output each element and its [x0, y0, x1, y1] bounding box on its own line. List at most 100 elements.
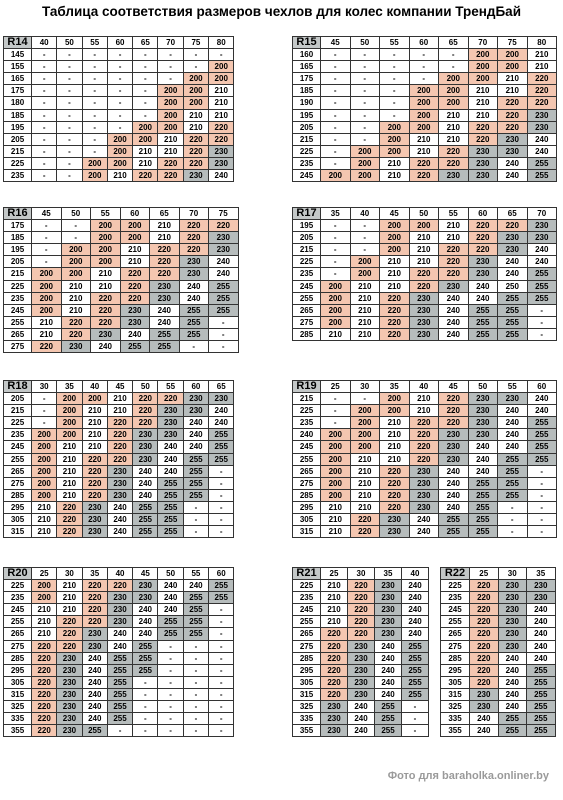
cover-size-cell: 210: [208, 108, 235, 122]
cover-size-cell: 200: [208, 72, 235, 86]
table-header-row: R17 35 40 45 50 55 60 65 70: [292, 206, 557, 221]
size-table-r16: R16 45 50 55 60 65 70 75 175- -200 200 210 220 220 185…: [3, 206, 239, 354]
table-row: 265 200 210 220 230 240 240 255-: [292, 464, 557, 478]
cover-size-cell: 230: [526, 120, 557, 134]
cover-size-cell: 230: [81, 525, 108, 539]
cover-size-cell: 240: [132, 464, 159, 478]
cover-size-cell: 240: [81, 700, 108, 714]
cover-size-cell: 230: [56, 700, 83, 714]
cover-size-cell: 230: [157, 416, 184, 430]
cover-size-cell: -: [379, 60, 410, 74]
cover-size-cell: 255: [467, 303, 498, 317]
cover-size-cell: 240: [374, 651, 402, 665]
cover-size-cell: 230: [408, 303, 439, 317]
cover-size-cell: 230: [320, 724, 348, 738]
cover-size-cell: 255: [106, 663, 134, 677]
cover-size-cell: 210: [31, 327, 62, 342]
watermark: Фото для baraholka.onliner.by: [387, 770, 549, 782]
cover-size-cell: 240: [526, 132, 557, 146]
cover-size-cell: 210: [408, 231, 439, 245]
table-row: 295 210 220 230 240 255 255- -: [3, 500, 235, 515]
cover-size-cell: 240: [106, 525, 134, 539]
cover-size-cell: 220: [408, 279, 439, 293]
width-label: 175: [3, 219, 32, 233]
table-row: 190- - -200 200 210 220 220: [292, 96, 557, 110]
table-row: 195- -200 200 210 220 220 230: [292, 219, 557, 233]
cover-size-cell: 240: [178, 279, 209, 293]
table-row: 205- -200 210 210 220 230 230: [292, 231, 557, 245]
cover-size-cell: 230: [320, 712, 348, 726]
cover-size-cell: 220: [469, 615, 499, 629]
cover-size-cell: 210: [182, 120, 210, 134]
cover-size-cell: 200: [379, 144, 410, 158]
cover-size-cell: 255: [526, 428, 557, 442]
cover-size-cell: -: [30, 169, 58, 183]
cover-size-cell: 255: [208, 440, 235, 454]
cover-size-cell: 240: [497, 700, 527, 714]
profile-header: 35: [374, 566, 402, 581]
cover-size-cell: -: [349, 108, 380, 122]
width-label: 305: [3, 675, 32, 689]
cover-size-cell: 220: [56, 615, 83, 629]
cover-size-cell: -: [106, 724, 134, 738]
width-label: 325: [440, 700, 470, 714]
cover-size-cell: 240: [526, 615, 556, 629]
width-label: 235: [3, 591, 32, 605]
cover-size-cell: 230: [106, 591, 134, 605]
cover-size-cell: 220: [469, 603, 499, 617]
cover-size-cell: -: [157, 687, 184, 702]
cover-size-cell: -: [81, 96, 108, 110]
table-row: 235 200 200 210 220 230 230 240 255: [3, 428, 235, 442]
profile-header: 60: [208, 566, 235, 581]
cover-size-cell: 255: [132, 663, 159, 677]
cover-size-cell: 210: [408, 132, 439, 146]
cover-size-cell: 220: [320, 663, 348, 677]
width-label: 240: [292, 428, 321, 442]
cover-size-cell: -: [320, 404, 351, 418]
table-row: 235 220 230 230: [440, 591, 556, 605]
cover-size-cell: 230: [347, 687, 375, 702]
table-row: 255 210 220 220 230 240 255 255-: [3, 615, 235, 629]
cover-size-cell: 255: [497, 712, 527, 726]
width-label: 165: [292, 60, 321, 74]
width-label: 190: [292, 96, 321, 110]
width-label: 255: [3, 315, 32, 329]
cover-size-cell: -: [349, 60, 380, 74]
width-label: 305: [292, 513, 321, 527]
profile-header: 75: [497, 35, 528, 50]
cover-size-cell: -: [349, 392, 380, 406]
table-row: 255 200 210 220 220 230 240 255 255: [3, 452, 235, 466]
table-row: 225-200 210 210 220 230 240 240: [292, 255, 557, 269]
profile-header: 40: [408, 379, 439, 394]
cover-size-cell: 230: [438, 440, 469, 454]
profile-header: 45: [379, 206, 410, 221]
cover-size-cell: 220: [408, 452, 439, 466]
width-label: 335: [3, 712, 32, 726]
cover-size-cell: 230: [497, 132, 528, 146]
cover-size-cell: 255: [157, 476, 184, 490]
cover-size-cell: 210: [90, 267, 121, 281]
cover-size-cell: 210: [60, 279, 91, 293]
cover-size-cell: 200: [320, 476, 351, 490]
table-header-row: R20 25 30 35 40 45 50 55 60: [3, 566, 235, 581]
profile-header: 55: [182, 566, 210, 581]
cover-size-cell: 240: [149, 303, 180, 317]
cover-size-cell: -: [178, 340, 209, 354]
cover-size-cell: 220: [408, 267, 439, 281]
cover-size-cell: 255: [467, 513, 498, 527]
cover-size-cell: 210: [379, 169, 410, 183]
table-row: 255 200 210 220 230 240 240 255 255: [292, 291, 557, 305]
profile-header: 70: [526, 206, 557, 221]
cover-size-cell: 230: [469, 687, 499, 702]
cover-size-cell: 200: [56, 404, 83, 418]
cover-size-cell: 240: [401, 579, 429, 593]
width-label: 235: [292, 416, 321, 430]
table-row: 255 220 230 240: [440, 615, 556, 629]
cover-size-cell: 255: [526, 416, 557, 430]
cover-size-cell: 240: [497, 687, 527, 702]
table-row: 205-200 200 210 220 220 230 230: [3, 392, 235, 406]
cover-size-cell: -: [208, 627, 235, 641]
cover-size-cell: 255: [157, 488, 184, 502]
cover-size-cell: 220: [106, 416, 134, 430]
table-row: 255 210 220 220 230 240 255-: [3, 315, 239, 329]
